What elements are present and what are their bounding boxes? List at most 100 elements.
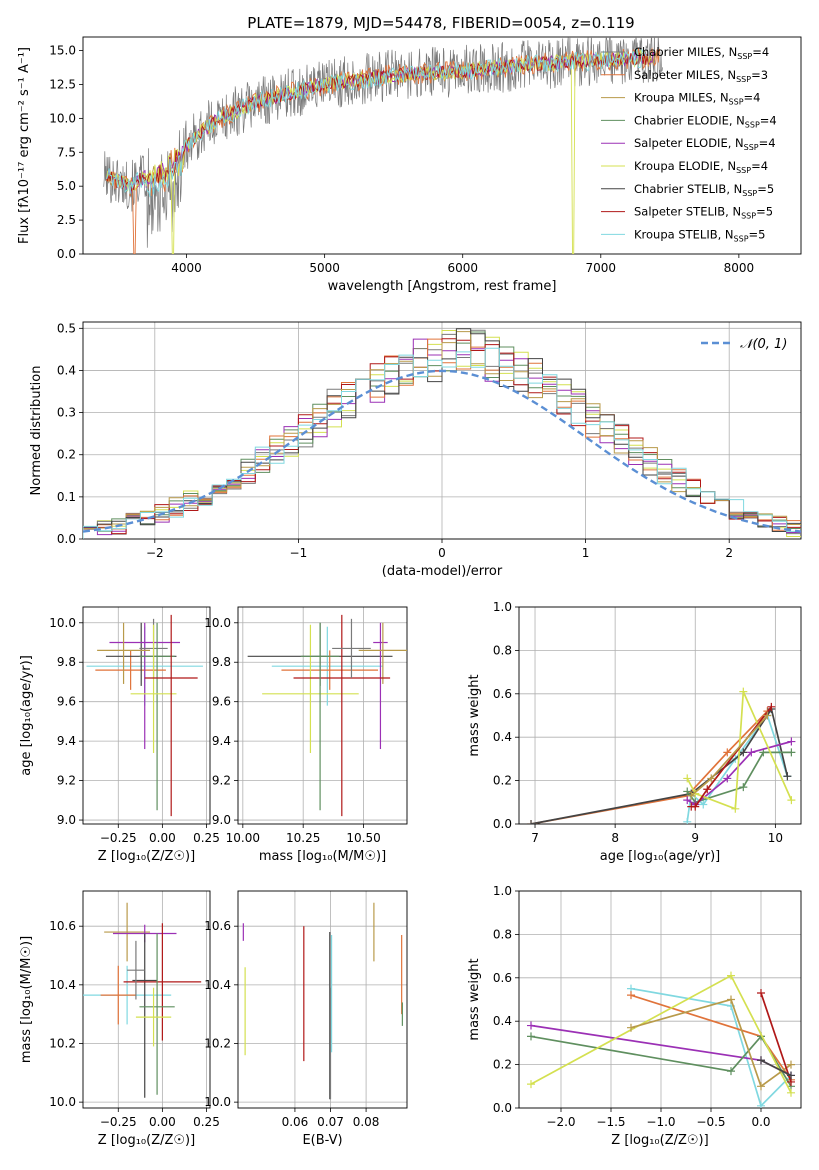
weight-marker xyxy=(527,1021,535,1030)
y-tick-label: 10.0 xyxy=(49,616,76,630)
weight-marker xyxy=(683,787,692,796)
spectrum-axes: 4000 5000 6000 7000 8000 0.0 2.5 5.0 7.5 10.0 12.5… xyxy=(17,36,802,294)
mass_weight_vs_age-lines xyxy=(527,687,796,824)
weight-marker xyxy=(683,796,692,805)
weight-marker xyxy=(757,1101,765,1108)
weight-marker xyxy=(787,1088,795,1097)
x-tick-label: 10 xyxy=(768,831,783,845)
y-tick-label: 9.8 xyxy=(57,655,76,669)
x-tick-label: 8000 xyxy=(724,261,755,275)
errorbar-point xyxy=(332,618,371,679)
x-tick-label: 1 xyxy=(582,546,590,560)
weight-marker xyxy=(691,802,700,811)
weight-marker xyxy=(787,1071,795,1080)
y-tick-label: 0.1 xyxy=(57,490,76,504)
axes-frame xyxy=(82,321,802,540)
y-axis-label: Normed distribution xyxy=(29,366,44,496)
legend-entry: Kroupa MILES, NSSP=4 xyxy=(634,91,760,107)
x-axis-label: (data-model)/error xyxy=(382,564,503,579)
mass_weight_vs_age-axes: 7 8 9 10 0.0 0.2 0.4 0.6 0.8 1.0 age [log₁₀(age/yr… xyxy=(467,600,802,864)
weight-marker xyxy=(731,804,740,813)
weight-marker xyxy=(739,687,748,696)
errorbar-point xyxy=(373,622,388,750)
weight-marker xyxy=(787,737,796,746)
axes-frame xyxy=(82,36,802,255)
x-tick-label: 8 xyxy=(611,831,619,845)
axes-frame xyxy=(82,890,211,1109)
errorbar-point xyxy=(281,650,379,690)
y-tick-label: 10.4 xyxy=(49,978,76,992)
y-tick-label: 0.0 xyxy=(57,532,76,546)
y-tick-label: 9.0 xyxy=(57,813,76,827)
y-tick-label: 0.0 xyxy=(493,1101,512,1115)
y-tick-label: 10.0 xyxy=(49,111,76,125)
x-tick-label: −0.25 xyxy=(100,1115,137,1129)
y-tick-label: 10.6 xyxy=(49,919,76,933)
y-tick-label: 10.2 xyxy=(49,1036,76,1050)
y-axis-label: mass [log₁₀(M/M☉)] xyxy=(19,936,34,1063)
x-tick-label: −1.0 xyxy=(646,1115,675,1129)
weight-marker xyxy=(757,1082,765,1091)
axes-frame xyxy=(237,606,408,825)
y-axis-label: age [log₁₀(age/yr)] xyxy=(19,655,34,776)
mass_weight_vs_Z-axes: −2.0 −1.5 −1.0 −0.5 0.0 0.0 0.2 0.4 0.6 0.8 1.0 Z [… xyxy=(467,884,802,1148)
x-tick-label: 0.25 xyxy=(193,1115,220,1129)
errorbar-point xyxy=(139,622,175,811)
axes-frame xyxy=(518,890,802,1109)
weight-marker xyxy=(747,748,756,757)
y-tick-label: 0.4 xyxy=(57,363,76,377)
x-tick-label: 0.00 xyxy=(149,1115,176,1129)
y-tick-label: 1.0 xyxy=(493,884,512,898)
y-tick-label: 9.6 xyxy=(57,695,76,709)
weight-marker xyxy=(727,1067,735,1076)
mass_weight_vs_Z-lines xyxy=(527,971,795,1108)
errorbar-point xyxy=(109,622,181,750)
legend-entry: Kroupa STELIB, NSSP=5 xyxy=(634,227,765,243)
legend-entry: Chabrier STELIB, NSSP=5 xyxy=(634,182,774,198)
y-tick-label: 7.5 xyxy=(57,145,76,159)
x-tick-label: −0.25 xyxy=(100,831,137,845)
y-tick-label: 0.6 xyxy=(493,971,512,985)
weight-series-5 xyxy=(683,687,796,813)
x-axis-label: wavelength [Angstrom, rest frame] xyxy=(328,279,557,294)
y-tick-label: 10.0 xyxy=(204,616,231,630)
y-tick-label: 9.2 xyxy=(57,774,76,788)
y-tick-label: 9.4 xyxy=(212,734,231,748)
y-tick-label: 2.5 xyxy=(57,213,76,227)
errorbar-point xyxy=(271,626,383,706)
weight-series-5 xyxy=(527,971,795,1097)
errorbar-point xyxy=(104,902,151,962)
y-tick-label: 10.6 xyxy=(204,919,231,933)
x-axis-label: Z [log₁₀(Z/Z☉)] xyxy=(98,1133,195,1148)
weight-series-2 xyxy=(687,711,772,800)
age_vs_mass-axes: 10.00 10.25 10.50 9.0 9.2 9.4 9.6 9.8 10.0 mass [… xyxy=(204,606,408,864)
figure-title: PLATE=1879, MJD=54478, FIBERID=0054, z=0… xyxy=(247,14,634,32)
y-tick-label: 0.6 xyxy=(493,687,512,701)
y-tick-label: 0.0 xyxy=(493,817,512,831)
y-tick-label: 9.2 xyxy=(212,774,231,788)
errorbar-point xyxy=(139,933,175,1095)
mass_vs_ebv-axes: 0.06 0.07 0.08 10.0 10.2 10.4 10.6 E(B-V) xyxy=(204,890,408,1148)
x-tick-label: −2 xyxy=(146,546,164,560)
x-tick-label: 7000 xyxy=(586,261,617,275)
weight-marker xyxy=(763,711,772,720)
y-tick-label: 9.8 xyxy=(212,655,231,669)
errorbar-point xyxy=(130,624,177,753)
weight-marker xyxy=(699,800,708,809)
weight-marker xyxy=(527,1080,535,1089)
y-tick-label: 9.4 xyxy=(57,734,76,748)
x-tick-label: 0.07 xyxy=(317,1115,344,1129)
y-tick-label: 15.0 xyxy=(49,44,76,58)
y-tick-label: 12.5 xyxy=(49,77,76,91)
x-tick-label: 5000 xyxy=(309,261,340,275)
x-axis-label: mass [log₁₀(M/M☉)] xyxy=(259,849,386,864)
x-tick-label: 10.00 xyxy=(226,831,260,845)
x-tick-label: 10.50 xyxy=(346,831,380,845)
errorbar-point xyxy=(97,622,151,684)
errorbar-point xyxy=(135,987,172,1047)
histogram-layer xyxy=(83,328,801,539)
y-tick-label: 10.0 xyxy=(49,1095,76,1109)
errorbar-point xyxy=(144,614,198,817)
y-tick-label: 10.2 xyxy=(204,1036,231,1050)
